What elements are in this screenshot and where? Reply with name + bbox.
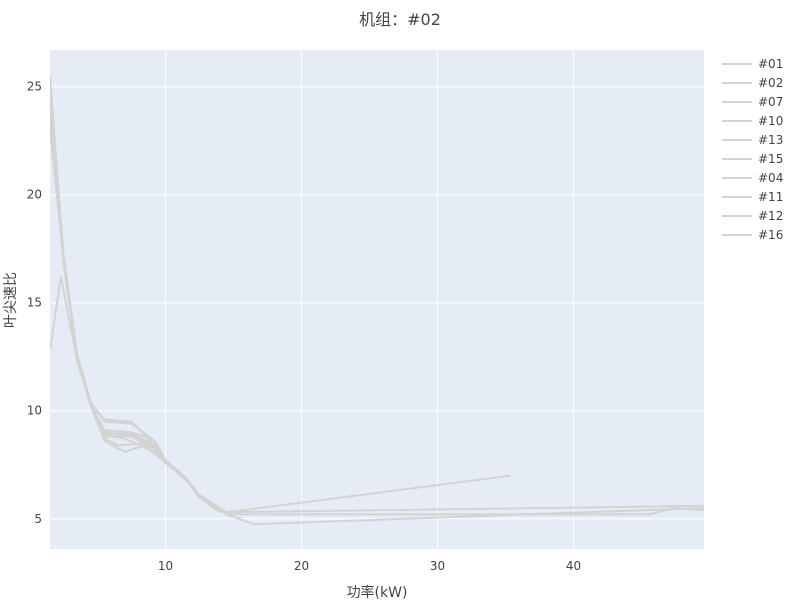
chart-title: 机组：#02 [359, 10, 441, 29]
x-axis-label: 功率(kW) [347, 584, 408, 600]
series-line-16 [50, 103, 234, 518]
x-tick-label: 40 [566, 559, 581, 573]
plot-area [50, 50, 704, 549]
legend-label: #11 [758, 190, 783, 204]
x-tick-label: 30 [430, 559, 445, 573]
legend-item[interactable]: #16 [722, 228, 783, 242]
y-tick-label: 20 [27, 188, 42, 202]
legend-item[interactable]: #12 [722, 209, 783, 223]
y-tick-label: 25 [27, 80, 42, 94]
legend-label: #16 [758, 228, 783, 242]
y-axis-label: 叶尖速比 [3, 272, 19, 328]
legend-item[interactable]: #13 [722, 133, 783, 147]
legend-item[interactable]: #07 [722, 95, 783, 109]
legend-label: #12 [758, 209, 783, 223]
legend-item[interactable]: #15 [722, 152, 783, 166]
legend-label: #01 [758, 57, 783, 71]
legend-item[interactable]: #11 [722, 190, 783, 204]
legend-item[interactable]: #01 [722, 57, 783, 71]
legend-item[interactable]: #02 [722, 76, 783, 90]
y-tick-label: 5 [34, 512, 42, 526]
x-tick-label: 10 [158, 559, 173, 573]
legend-item[interactable]: #10 [722, 114, 783, 128]
legend-label: #07 [758, 95, 783, 109]
y-tick-label: 15 [27, 296, 42, 310]
legend-label: #15 [758, 152, 783, 166]
legend-item[interactable]: #04 [722, 171, 783, 185]
y-tick-label: 10 [27, 404, 42, 418]
legend-label: #04 [758, 171, 783, 185]
legend-label: #02 [758, 76, 783, 90]
legend-label: #10 [758, 114, 783, 128]
legend-label: #13 [758, 133, 783, 147]
x-tick-label: 20 [294, 559, 309, 573]
